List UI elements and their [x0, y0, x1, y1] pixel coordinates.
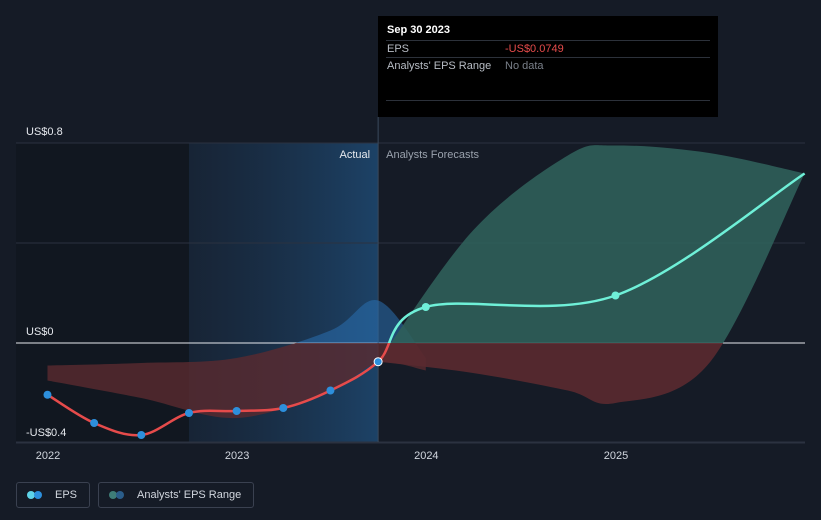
- y-tick-label: -US$0.4: [26, 427, 66, 439]
- actual-label: Actual: [340, 149, 371, 161]
- x-tick-label: 2023: [225, 450, 249, 462]
- x-tick-label: 2025: [604, 450, 628, 462]
- tooltip-row-eps: EPS -US$0.0749: [386, 40, 710, 57]
- tooltip-divider: [386, 100, 710, 101]
- past-band-positive: [295, 300, 416, 343]
- eps-point-9: [611, 291, 620, 300]
- forecast-band-positive: [391, 145, 805, 343]
- legend: EPS Analysts' EPS Range: [16, 482, 255, 508]
- eps-point-6: [326, 386, 335, 395]
- tooltip: Sep 30 2023 EPS -US$0.0749 Analysts' EPS…: [378, 16, 718, 117]
- tooltip-eps-value: -US$0.0749: [505, 43, 564, 55]
- forecast-band-negative: [378, 343, 724, 404]
- eps-point-0: [43, 390, 52, 399]
- tooltip-row-range: Analysts' EPS Range No data: [386, 57, 710, 74]
- eps-point-2: [137, 431, 146, 439]
- legend-eps-toggle[interactable]: EPS: [16, 482, 91, 508]
- legend-range-label: Analysts' EPS Range: [137, 489, 242, 501]
- eps-line-positive: [387, 172, 806, 343]
- legend-dot-1: [109, 491, 118, 499]
- eps-point-5: [279, 404, 288, 412]
- legend-eps-label: EPS: [55, 489, 78, 501]
- tooltip-range-value: No data: [505, 60, 544, 72]
- y-tick-label: US$0: [26, 326, 54, 338]
- range-legend-icon: [109, 491, 129, 499]
- forecast-label: Analysts Forecasts: [386, 149, 479, 161]
- tooltip-date: Sep 30 2023: [387, 24, 450, 36]
- eps-point-4: [232, 407, 241, 415]
- tooltip-eps-label: EPS: [387, 43, 410, 55]
- eps-legend-icon: [27, 491, 47, 499]
- legend-dot-2: [34, 491, 42, 499]
- legend-range-toggle[interactable]: Analysts' EPS Range: [98, 482, 255, 508]
- x-tick-label: 2024: [414, 450, 438, 462]
- tooltip-range-label: Analysts' EPS Range: [387, 60, 492, 72]
- eps-point-3: [184, 409, 193, 417]
- past-band-negative: [47, 343, 426, 419]
- x-tick-label: 2022: [36, 450, 60, 462]
- eps-point-8: [421, 303, 430, 311]
- y-tick-label: US$0.8: [26, 126, 63, 138]
- legend-dot-2: [116, 491, 125, 499]
- legend-dot-1: [27, 491, 35, 499]
- eps-point-7: [373, 357, 383, 367]
- eps-point-1: [90, 419, 99, 427]
